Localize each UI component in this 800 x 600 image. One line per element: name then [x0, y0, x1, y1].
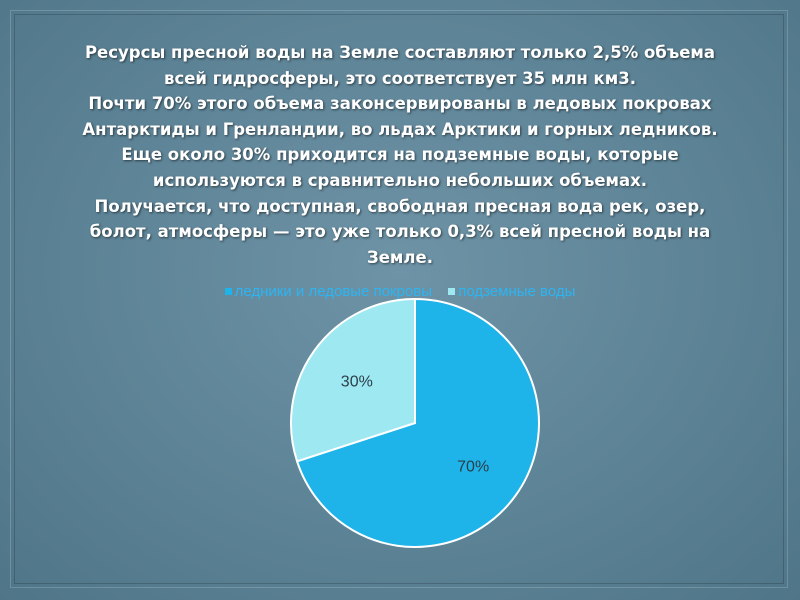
slide-text: Ресурсы пресной воды на Земле составляют… — [30, 40, 770, 270]
pie-slice-glaciers — [295, 297, 540, 548]
pie-label-glaciers: 70% — [457, 458, 489, 475]
text-line: используются в сравнительно небольших об… — [152, 170, 648, 190]
text-line: болот, атмосферы — это уже только 0,3% в… — [89, 222, 711, 242]
text-line: всей гидросферы, это соответствует 35 мл… — [164, 68, 636, 88]
text-line: Получается, что доступная, свободная пре… — [94, 196, 706, 216]
legend-entry-glaciers: ледники и ледовые покровы — [224, 283, 433, 300]
legend-swatch-groundwater — [448, 287, 456, 295]
pie-slice-groundwater — [290, 297, 416, 463]
text-line: Ресурсы пресной воды на Земле составляют… — [84, 43, 716, 62]
slide-frame — [10, 10, 788, 588]
text-line: Почти 70% этого объема законсервированы … — [88, 94, 712, 114]
legend-label: подземные воды — [458, 283, 576, 300]
text-line: Земле. — [367, 247, 433, 267]
slide-frame-inner — [14, 14, 784, 584]
text-line: Антарктиды и Гренландии, во льдах Арктик… — [82, 119, 718, 139]
pie-label-groundwater: 30% — [341, 374, 373, 391]
legend-label: ледники и ледовые покровы — [234, 283, 433, 300]
legend-entry-groundwater: подземные воды — [448, 283, 575, 300]
legend-swatch-glaciers — [224, 287, 232, 295]
text-line: Еще около 30% приходится на подземные во… — [121, 145, 679, 165]
chart-legend: ледники и ледовые покровы подземные воды — [0, 283, 800, 300]
